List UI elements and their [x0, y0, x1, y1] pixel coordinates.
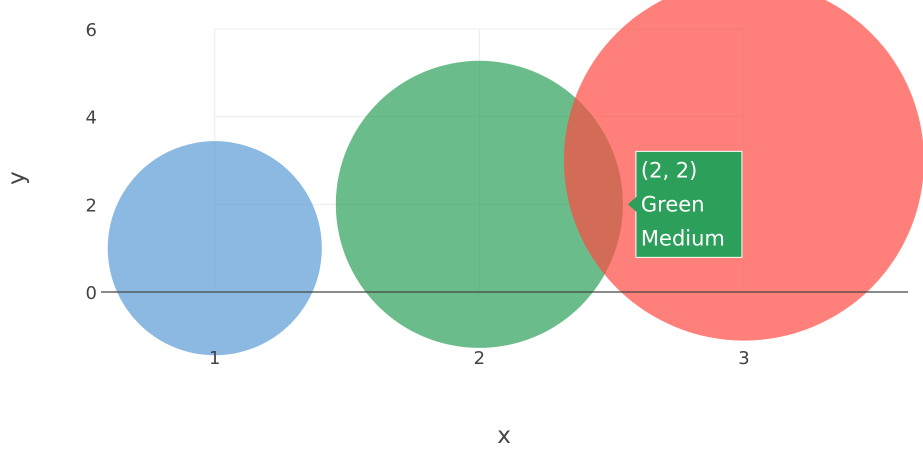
y-axis-title: y: [4, 171, 30, 185]
hover-tooltip: (2, 2) Green Medium: [627, 150, 743, 258]
tooltip-box: [635, 150, 743, 258]
bubble-point[interactable]: [335, 60, 623, 348]
tooltip-pointer: [627, 196, 637, 213]
tooltip-line: (2, 2): [641, 158, 697, 182]
y-tick-label: 2: [86, 195, 97, 216]
tooltip-line: Green: [641, 192, 705, 216]
y-tick-label: 6: [86, 20, 97, 41]
y-tick-label: 4: [86, 108, 97, 129]
x-tick-label: 3: [738, 348, 749, 369]
bubble-point[interactable]: [563, 0, 923, 341]
x-tick-label: 1: [209, 348, 220, 369]
axis-layer: 0 2 4 6 1 2 3: [86, 20, 908, 369]
y-tick-label: 0: [86, 283, 97, 304]
x-tick-label: 2: [474, 348, 485, 369]
tooltip-line: Medium: [641, 226, 725, 250]
x-axis-title: x: [497, 423, 511, 449]
bubble-point[interactable]: [107, 141, 322, 356]
points-layer: [107, 0, 923, 356]
